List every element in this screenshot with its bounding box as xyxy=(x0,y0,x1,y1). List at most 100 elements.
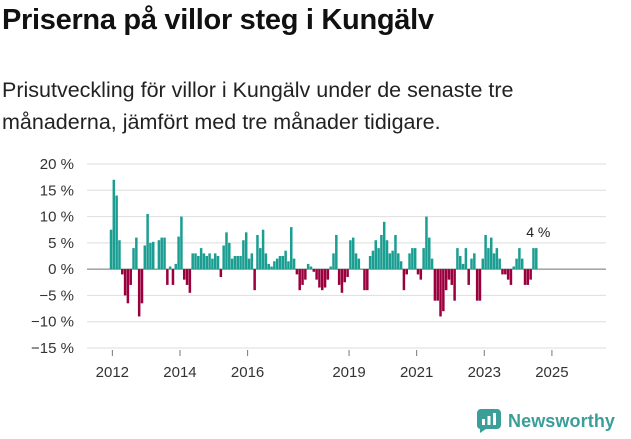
x-tick-label: 2012 xyxy=(96,364,129,381)
bar xyxy=(332,253,335,270)
bar xyxy=(382,221,386,270)
x-tick-label: 2019 xyxy=(332,364,365,381)
bar xyxy=(399,261,403,270)
bar xyxy=(219,269,223,278)
bar xyxy=(439,269,442,317)
newsworthy-logo-icon xyxy=(476,409,501,433)
bar xyxy=(374,240,377,270)
bar xyxy=(261,229,265,270)
bar xyxy=(132,248,135,270)
bar xyxy=(194,253,197,270)
bar xyxy=(298,269,301,291)
bar xyxy=(447,269,451,280)
bar xyxy=(213,253,217,270)
bar xyxy=(422,248,425,270)
bar xyxy=(185,269,189,285)
bar xyxy=(152,241,155,270)
bar xyxy=(349,240,352,270)
bar xyxy=(160,237,163,270)
bar xyxy=(529,269,532,280)
bar xyxy=(498,258,501,270)
bar xyxy=(301,269,304,285)
bar xyxy=(535,248,538,270)
bar xyxy=(264,253,268,270)
bar xyxy=(340,269,344,293)
bar xyxy=(315,269,318,280)
bar xyxy=(129,269,132,285)
bar xyxy=(149,242,152,270)
bar xyxy=(337,269,341,285)
bar xyxy=(363,269,366,291)
bar xyxy=(157,240,161,270)
x-tick-label: 2023 xyxy=(468,364,501,381)
bar xyxy=(287,261,290,270)
bar xyxy=(197,256,200,270)
bar xyxy=(464,248,468,270)
bar xyxy=(242,240,245,270)
bar xyxy=(470,258,473,270)
bar xyxy=(182,269,186,280)
bar xyxy=(450,269,454,285)
bar xyxy=(515,258,518,270)
x-tick-label: 2016 xyxy=(231,364,264,381)
bar xyxy=(320,269,324,291)
bar xyxy=(380,234,383,270)
bar xyxy=(442,269,445,312)
bar xyxy=(247,258,251,270)
bar xyxy=(225,232,228,270)
bar xyxy=(180,216,183,270)
bar xyxy=(354,253,358,270)
bar xyxy=(377,248,380,270)
bar xyxy=(281,256,285,270)
bar xyxy=(233,256,237,270)
bar xyxy=(461,263,465,270)
y-tick-label: 10 % xyxy=(40,209,74,226)
bar xyxy=(135,237,138,270)
bar xyxy=(222,245,225,270)
bar xyxy=(140,269,144,304)
bar xyxy=(495,248,499,270)
bar xyxy=(368,256,372,270)
bar xyxy=(168,266,172,270)
bar xyxy=(146,213,149,270)
bar xyxy=(360,269,363,270)
y-tick-label: 20 % xyxy=(40,156,74,173)
bar xyxy=(428,237,431,270)
bar xyxy=(118,240,121,270)
bar xyxy=(484,234,487,270)
bar xyxy=(475,269,479,301)
bar xyxy=(306,263,310,270)
bar xyxy=(154,269,158,270)
bar xyxy=(123,269,127,296)
bar xyxy=(473,253,476,270)
bar xyxy=(346,269,349,278)
x-tick-label: 2025 xyxy=(535,364,568,381)
bar xyxy=(174,263,178,270)
bar xyxy=(278,256,282,270)
bar xyxy=(208,253,211,270)
bar xyxy=(304,269,307,280)
bar xyxy=(467,269,470,285)
newsworthy-brand[interactable]: Newsworthy xyxy=(476,408,615,434)
bar xyxy=(253,269,256,291)
bar xyxy=(436,269,439,301)
bar xyxy=(109,229,113,270)
bar xyxy=(309,266,313,270)
bar xyxy=(177,236,180,270)
bar xyxy=(191,253,194,270)
bar xyxy=(385,240,389,270)
bar xyxy=(205,256,209,270)
bar xyxy=(323,269,327,288)
bar xyxy=(318,269,321,288)
bar xyxy=(487,248,490,270)
bar xyxy=(520,258,524,270)
x-tick-label: 2021 xyxy=(400,364,433,381)
chart-subtitle: Prisutveckling för villor i Kungälv unde… xyxy=(2,78,514,134)
bar xyxy=(481,258,485,270)
bar xyxy=(492,253,496,270)
bar xyxy=(216,256,220,270)
bar xyxy=(326,269,330,280)
bar xyxy=(230,258,234,270)
bar xyxy=(137,269,141,317)
bar xyxy=(444,269,448,291)
